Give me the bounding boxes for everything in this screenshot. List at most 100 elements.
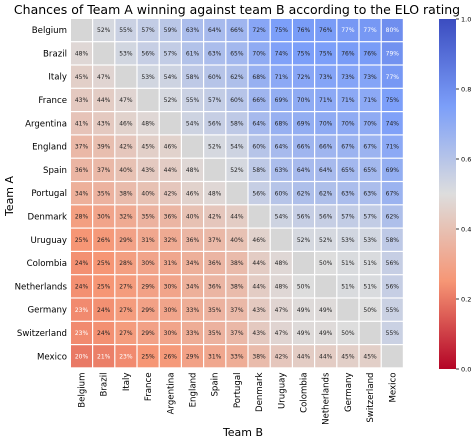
heatmap-cell bbox=[248, 205, 270, 228]
heatmap-cell bbox=[93, 42, 115, 65]
cell-value-label: 55% bbox=[386, 330, 400, 337]
heatmap-cell bbox=[337, 275, 359, 298]
cell-value-label: 63% bbox=[363, 190, 377, 197]
cell-value-label: 44% bbox=[164, 167, 178, 174]
cell-value-label: 35% bbox=[208, 307, 222, 314]
cell-value-label: 70% bbox=[319, 120, 333, 127]
heatmap-cell bbox=[359, 298, 381, 321]
heatmap-cell bbox=[204, 19, 226, 42]
heatmap-cell bbox=[315, 182, 337, 205]
cell-value-label: 47% bbox=[275, 307, 289, 314]
cell-value-label: 70% bbox=[363, 120, 377, 127]
x-tick-labels: Belgium Brazil Italy France Argentina England… bbox=[78, 372, 399, 425]
heatmap-cell bbox=[137, 275, 159, 298]
cell-value-label: 49% bbox=[319, 307, 333, 314]
cell-value-label: 31% bbox=[164, 260, 178, 267]
heatmap-cell bbox=[93, 298, 115, 321]
cell-value-label: 42% bbox=[119, 144, 133, 151]
cell-value-label: 37% bbox=[97, 167, 111, 174]
cell-value-label: 47% bbox=[97, 74, 111, 81]
cell-value-label: 62% bbox=[319, 190, 333, 197]
y-tick-label: Mexico bbox=[37, 352, 67, 362]
cell-value-label: 56% bbox=[297, 214, 311, 221]
heatmap-cell bbox=[182, 65, 203, 88]
cell-value-label: 65% bbox=[230, 50, 244, 57]
heatmap-cell bbox=[248, 112, 270, 135]
heatmap-cell bbox=[159, 252, 181, 275]
heatmap-cell bbox=[270, 42, 292, 65]
heatmap-cell bbox=[182, 135, 203, 158]
heatmap-cell bbox=[248, 158, 270, 181]
cell-value-label: 24% bbox=[97, 330, 111, 337]
cell-value-label: 69% bbox=[386, 167, 400, 174]
cell-value-label: 26% bbox=[164, 353, 178, 360]
cell-value-label: 45% bbox=[341, 353, 355, 360]
heatmap-cell bbox=[71, 275, 92, 298]
x-axis-label: Team B bbox=[222, 426, 263, 439]
heatmap-cell bbox=[71, 252, 92, 275]
cell-value-label: 53% bbox=[341, 237, 355, 244]
y-tick-label: Portugal bbox=[31, 189, 67, 199]
heatmap-cell bbox=[137, 158, 159, 181]
heatmap-cell bbox=[293, 345, 314, 368]
cell-value-label: 55% bbox=[386, 307, 400, 314]
cell-value-label: 43% bbox=[252, 307, 266, 314]
heatmap-cell bbox=[381, 182, 403, 205]
cell-value-label: 36% bbox=[75, 167, 89, 174]
cell-value-label: 23% bbox=[75, 330, 89, 337]
heatmap-cell bbox=[359, 158, 381, 181]
heatmap-cell bbox=[248, 252, 270, 275]
heatmap-cell bbox=[381, 321, 403, 344]
heatmap-cell bbox=[137, 182, 159, 205]
heatmap-cell bbox=[337, 112, 359, 135]
heatmap-cell bbox=[93, 65, 115, 88]
cell-value-label: 42% bbox=[275, 353, 289, 360]
heatmap-cell bbox=[159, 182, 181, 205]
heatmap-cell bbox=[137, 298, 159, 321]
cell-value-label: 29% bbox=[141, 330, 155, 337]
cell-value-label: 49% bbox=[319, 330, 333, 337]
cell-value-label: 70% bbox=[252, 50, 266, 57]
heatmap-cell bbox=[315, 321, 337, 344]
heatmap-cell bbox=[270, 345, 292, 368]
heatmap-cell bbox=[381, 228, 403, 251]
heatmap-cell bbox=[315, 42, 337, 65]
cell-value-label: 29% bbox=[141, 283, 155, 290]
heatmap-cell bbox=[381, 345, 403, 368]
heatmap-cell bbox=[381, 88, 403, 111]
heatmap-cell bbox=[93, 158, 115, 181]
cell-value-label: 38% bbox=[252, 353, 266, 360]
cell-value-label: 50% bbox=[363, 307, 377, 314]
heatmap-cell bbox=[337, 135, 359, 158]
heatmap-cell bbox=[137, 228, 159, 251]
cell-value-label: 57% bbox=[164, 50, 178, 57]
cell-value-label: 61% bbox=[186, 50, 200, 57]
heatmap-cell bbox=[204, 205, 226, 228]
heatmap-cell bbox=[159, 345, 181, 368]
cell-value-label: 77% bbox=[386, 74, 400, 81]
heatmap-cell bbox=[93, 182, 115, 205]
heatmap-cell bbox=[270, 321, 292, 344]
heatmap-cell bbox=[71, 135, 92, 158]
cell-value-label: 72% bbox=[297, 74, 311, 81]
cell-value-label: 58% bbox=[386, 237, 400, 244]
cell-value-label: 36% bbox=[208, 283, 222, 290]
heatmap-cell bbox=[93, 112, 115, 135]
cell-value-label: 72% bbox=[252, 27, 266, 34]
heatmap-cell bbox=[115, 321, 137, 344]
cell-value-label: 54% bbox=[275, 214, 289, 221]
cell-value-label: 60% bbox=[275, 190, 289, 197]
heatmap-cell bbox=[248, 298, 270, 321]
heatmap-cell bbox=[71, 88, 92, 111]
cell-value-label: 35% bbox=[208, 330, 222, 337]
cell-value-label: 73% bbox=[341, 74, 355, 81]
cell-value-label: 66% bbox=[230, 27, 244, 34]
heatmap-cell bbox=[71, 158, 92, 181]
heatmap-cell bbox=[93, 345, 115, 368]
cell-value-label: 56% bbox=[141, 50, 155, 57]
heatmap-cell bbox=[71, 65, 92, 88]
cell-value-label: 52% bbox=[319, 237, 333, 244]
heatmap-cell bbox=[115, 135, 137, 158]
heatmap-cell bbox=[315, 19, 337, 42]
